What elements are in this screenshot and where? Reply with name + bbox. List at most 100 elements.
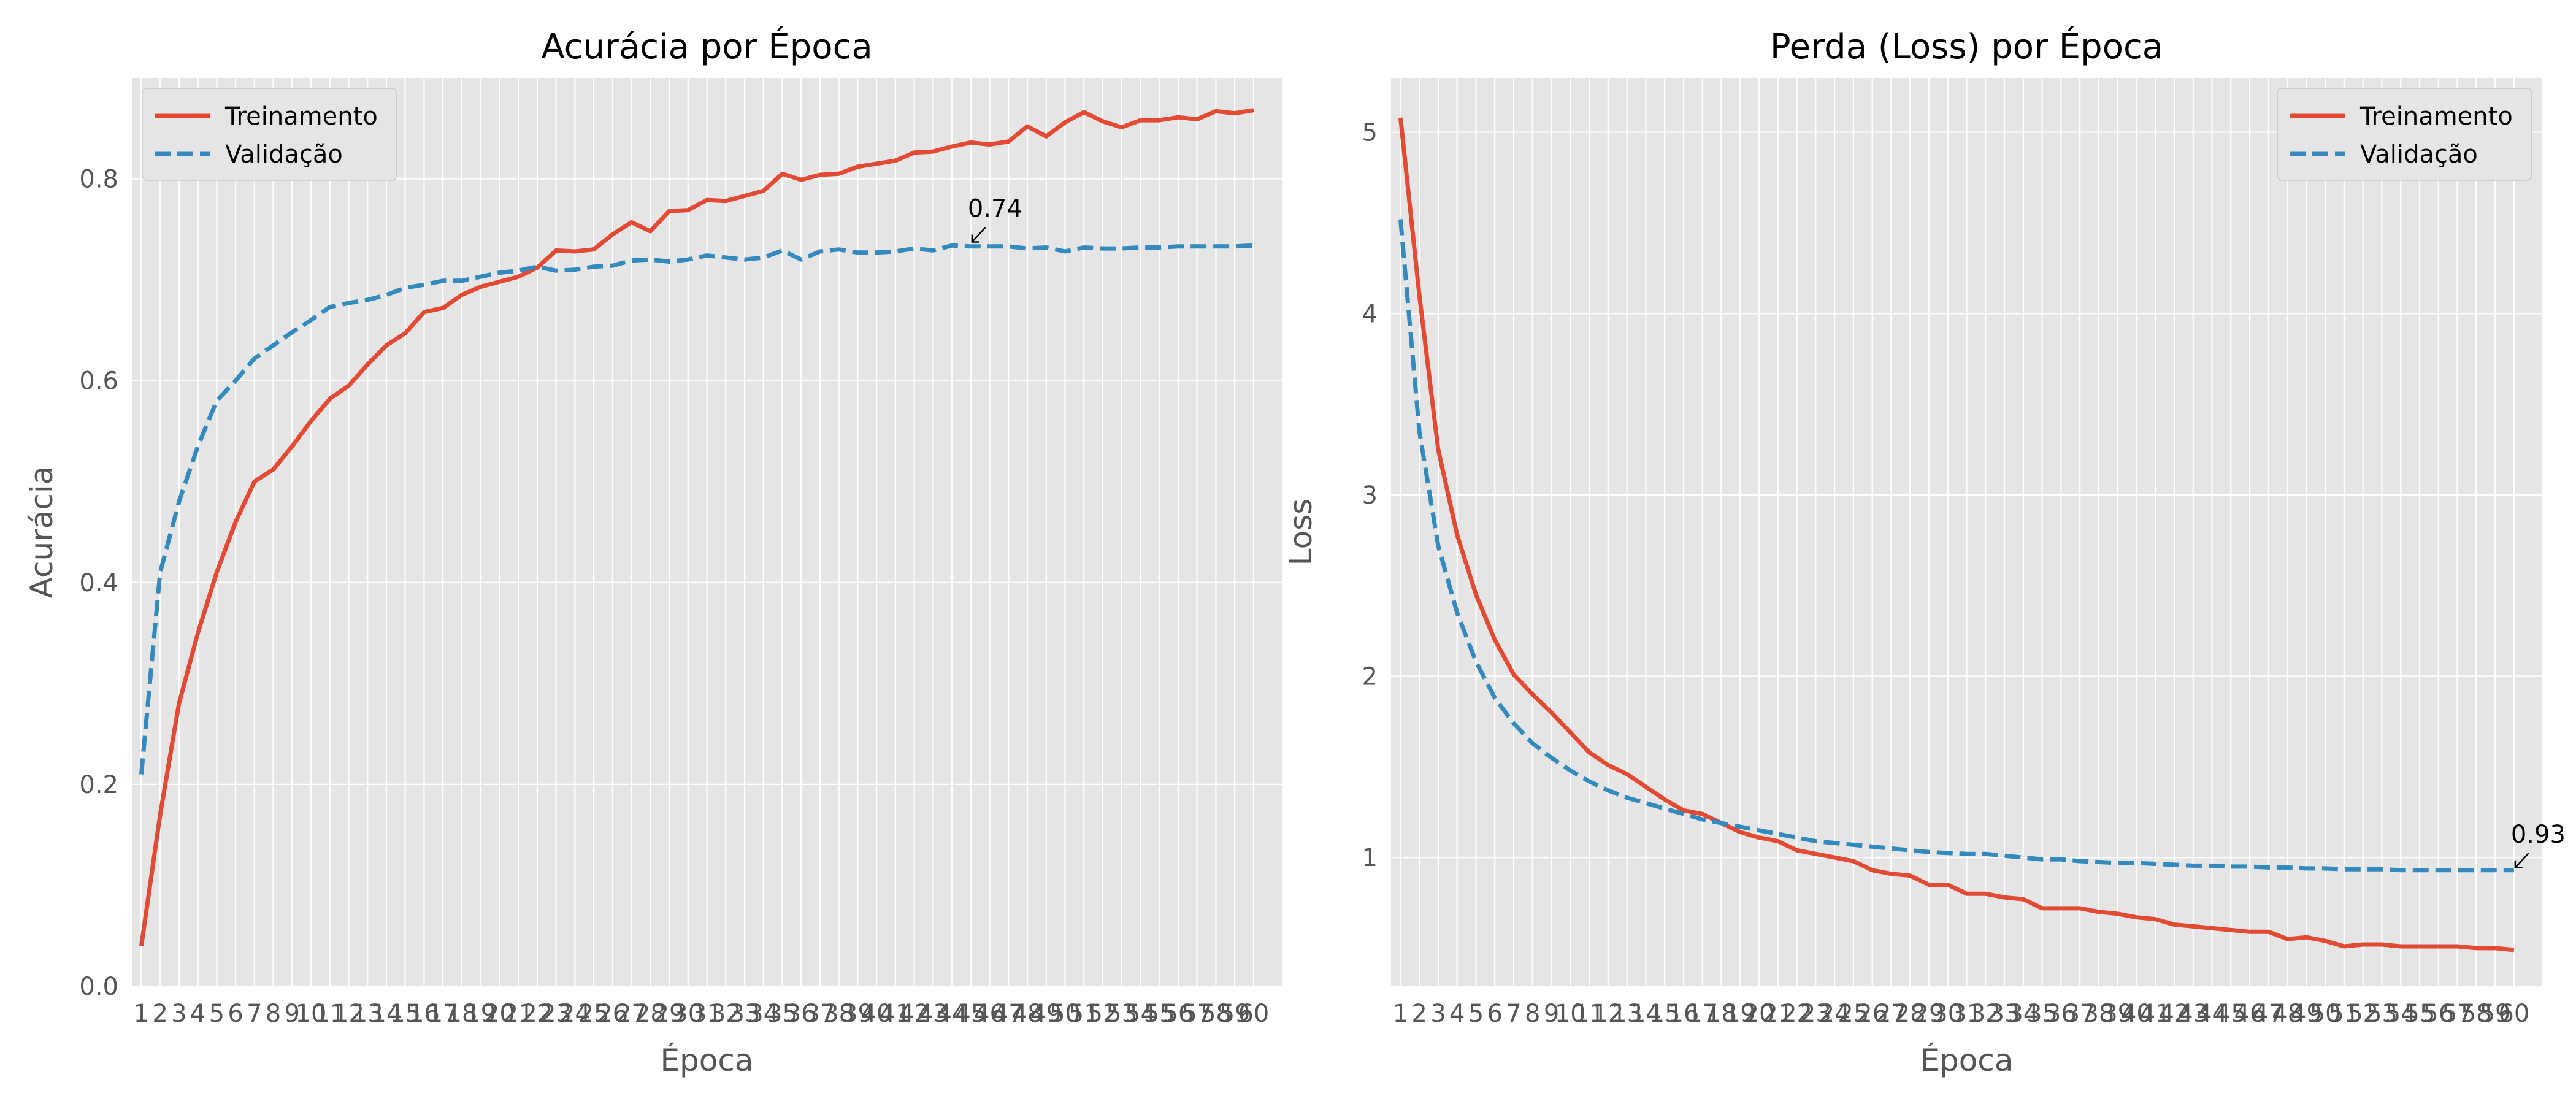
x-tick-label: 30 bbox=[1932, 1000, 1963, 1028]
x-axis-label: Época bbox=[1920, 1042, 2013, 1078]
x-tick-label: 55 bbox=[2404, 1000, 2436, 1028]
x-tick-label: 34 bbox=[748, 1000, 779, 1028]
x-tick-label: 20 bbox=[1744, 1000, 1775, 1028]
x-tick-label: 28 bbox=[1895, 1000, 1926, 1028]
x-tick-label: 19 bbox=[1725, 1000, 1756, 1028]
x-tick-label: 48 bbox=[1012, 1000, 1043, 1028]
x-tick-label: 49 bbox=[1030, 1000, 1062, 1028]
x-tick-label: 45 bbox=[955, 1000, 986, 1028]
x-tick-label: 1 bbox=[1393, 1000, 1408, 1028]
x-tick-label: 24 bbox=[1819, 1000, 1850, 1028]
x-tick-label: 58 bbox=[1200, 1000, 1232, 1028]
x-tick-label: 51 bbox=[1068, 1000, 1100, 1028]
x-tick-label: 22 bbox=[1781, 1000, 1812, 1028]
x-tick-label: 44 bbox=[937, 1000, 968, 1028]
annotation-arrowhead bbox=[971, 234, 979, 243]
x-tick-label: 36 bbox=[786, 1000, 817, 1028]
x-tick-label: 57 bbox=[1181, 1000, 1213, 1028]
y-axis-label: Acurácia bbox=[24, 466, 59, 599]
series-line-treinamento bbox=[1398, 117, 2515, 953]
x-tick-label: 10 bbox=[1555, 1000, 1586, 1028]
x-tick-label: 2 bbox=[1411, 1000, 1427, 1028]
x-tick-label: 44 bbox=[2196, 1000, 2228, 1028]
x-tick-label: 27 bbox=[1876, 1000, 1907, 1028]
x-tick-label: 35 bbox=[767, 1000, 798, 1028]
x-tick-label: 6 bbox=[228, 1000, 243, 1028]
x-tick-label: 37 bbox=[2064, 1000, 2096, 1028]
x-tick-label: 51 bbox=[2328, 1000, 2359, 1028]
accuracy-chart: 0.00.20.40.60.81 2 3 4 5 6 7 8 91011121314151617… bbox=[24, 27, 1282, 1078]
x-tick-label: 40 bbox=[861, 1000, 892, 1028]
x-tick-label: 15 bbox=[389, 1000, 421, 1028]
x-tick-label: 9 bbox=[1544, 1000, 1559, 1028]
x-tick-label: 45 bbox=[2215, 1000, 2247, 1028]
x-tick-label: 6 bbox=[1487, 1000, 1503, 1028]
x-tick-label: 8 bbox=[1525, 1000, 1540, 1028]
x-tick-label: 37 bbox=[804, 1000, 835, 1028]
legend-entry: Validação bbox=[2360, 140, 2478, 169]
series-line-treinamento bbox=[139, 108, 1254, 946]
x-tick-label: 56 bbox=[1162, 1000, 1194, 1028]
x-tick-label: 2 bbox=[152, 1000, 167, 1028]
x-tick-label: 33 bbox=[1989, 1000, 2020, 1028]
x-tick-label: 32 bbox=[710, 1000, 742, 1028]
x-tick-label: 30 bbox=[672, 1000, 703, 1028]
x-tick-label: 25 bbox=[1838, 1000, 1869, 1028]
legend-entry: Treinamento bbox=[2359, 102, 2513, 131]
annotation-label: 0.74 bbox=[968, 195, 1022, 223]
annotation-arrow bbox=[971, 226, 986, 243]
x-tick-label: 9 bbox=[285, 1000, 300, 1028]
x-tick-label: 11 bbox=[314, 1000, 345, 1028]
x-tick-label: 38 bbox=[823, 1000, 854, 1028]
legend-box bbox=[2277, 88, 2532, 181]
x-tick-label: 25 bbox=[578, 1000, 610, 1028]
y-tick-label: 0.0 bbox=[79, 973, 118, 1001]
x-tick-label: 52 bbox=[2347, 1000, 2379, 1028]
x-tick-label: 39 bbox=[842, 1000, 873, 1028]
x-tick-label: 40 bbox=[2121, 1000, 2152, 1028]
chart-title: Acurácia por Época bbox=[541, 27, 872, 67]
annotation-arrowhead bbox=[2514, 860, 2523, 869]
x-tick-label: 17 bbox=[1687, 1000, 1718, 1028]
y-tick-label: 3 bbox=[1362, 481, 1378, 510]
x-tick-label: 22 bbox=[521, 1000, 553, 1028]
x-tick-label: 46 bbox=[974, 1000, 1005, 1028]
y-tick-label: 5 bbox=[1362, 119, 1378, 147]
x-tick-label: 59 bbox=[1219, 1000, 1251, 1028]
x-tick-label: 4 bbox=[1449, 1000, 1465, 1028]
x-tick-label: 46 bbox=[2234, 1000, 2266, 1028]
x-tick-label: 21 bbox=[503, 1000, 534, 1028]
x-tick-label: 55 bbox=[1144, 1000, 1175, 1028]
y-tick-label: 4 bbox=[1362, 300, 1378, 328]
y-tick-label: 0.8 bbox=[79, 166, 118, 194]
x-tick-label: 34 bbox=[2007, 1000, 2039, 1028]
x-tick-label: 60 bbox=[1238, 1000, 1269, 1028]
x-tick-label: 48 bbox=[2272, 1000, 2303, 1028]
x-tick-label: 41 bbox=[2140, 1000, 2171, 1028]
x-tick-label: 11 bbox=[1574, 1000, 1605, 1028]
x-tick-label: 42 bbox=[899, 1000, 930, 1028]
x-tick-label: 54 bbox=[1125, 1000, 1156, 1028]
y-tick-label: 2 bbox=[1362, 663, 1378, 691]
x-tick-label: 50 bbox=[1049, 1000, 1081, 1028]
x-tick-label: 49 bbox=[2291, 1000, 2322, 1028]
x-tick-label: 58 bbox=[2461, 1000, 2492, 1028]
x-tick-label: 31 bbox=[1951, 1000, 1982, 1028]
x-tick-label: 52 bbox=[1087, 1000, 1119, 1028]
legend-entry: Treinamento bbox=[224, 102, 378, 131]
y-axis-label: Loss bbox=[1283, 499, 1319, 566]
x-tick-label: 47 bbox=[2253, 1000, 2284, 1028]
x-tick-label: 3 bbox=[171, 1000, 186, 1028]
x-tick-label: 7 bbox=[1506, 1000, 1521, 1028]
x-tick-label: 4 bbox=[190, 1000, 205, 1028]
annotation-label: 0.93 bbox=[2511, 821, 2566, 849]
legend: Treinamento Validação bbox=[142, 88, 397, 181]
x-tick-label: 24 bbox=[559, 1000, 591, 1028]
x-tick-label: 16 bbox=[1668, 1000, 1699, 1028]
x-tick-label: 20 bbox=[484, 1000, 515, 1028]
x-tick-label: 35 bbox=[2026, 1000, 2058, 1028]
x-tick-label: 15 bbox=[1649, 1000, 1681, 1028]
x-tick-label: 60 bbox=[2498, 1000, 2529, 1028]
